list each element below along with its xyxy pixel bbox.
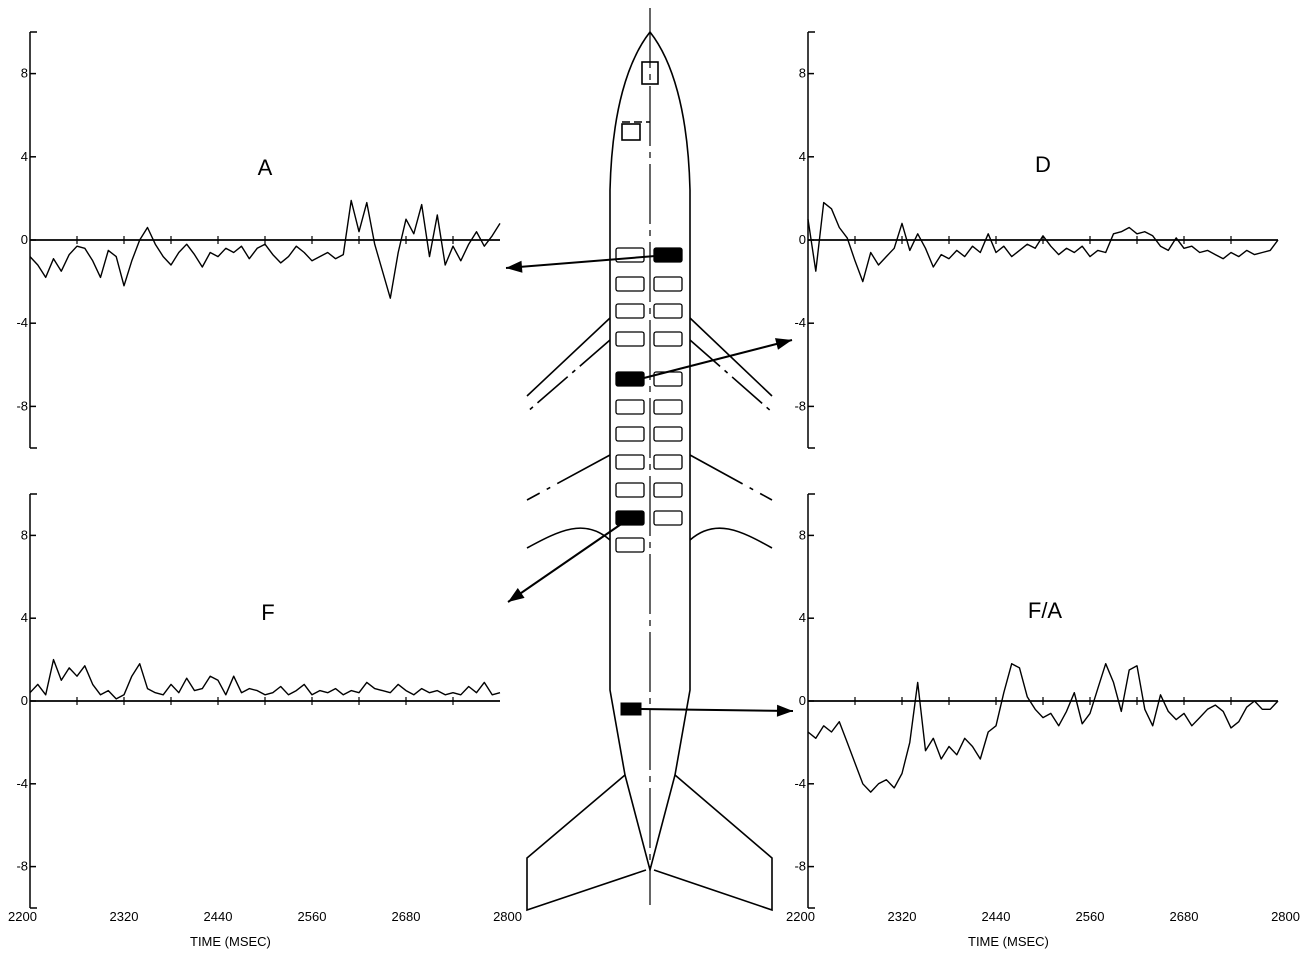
left-stabilizer xyxy=(526,774,647,912)
seat xyxy=(653,331,683,347)
x-tick-label-f: 2440 xyxy=(204,909,233,924)
x-axis-title-f: TIME (MSEC) xyxy=(190,934,271,949)
x-tick-label-f-over-a: 2560 xyxy=(1076,909,1105,924)
seat xyxy=(615,303,645,319)
x-axis-title-f-over-a: TIME (MSEC) xyxy=(968,934,1049,949)
left-wing-line-1 xyxy=(526,317,611,397)
arrow-head xyxy=(508,587,525,602)
y-tick-label-f-over-a: -4 xyxy=(794,776,806,791)
y-tick-label-f: 8 xyxy=(21,527,28,542)
seat xyxy=(653,482,683,498)
right-wing-line-3 xyxy=(689,454,773,501)
x-tick-label-f: 2680 xyxy=(392,909,421,924)
right-stabilizer xyxy=(653,774,773,912)
panel-f-over-a: 8 4 0 -4 -8 F/A 2200 2320 2440 2560 2680 2800 TIME (… xyxy=(786,493,1300,949)
left-nacelle xyxy=(526,527,611,549)
trace-line-f-over-a xyxy=(807,663,1279,793)
y-tick-label-a: -8 xyxy=(16,398,28,413)
x-tick-label-f-over-a: 2440 xyxy=(982,909,1011,924)
panel-d: 8 4 0 -4 -8 D xyxy=(794,31,1279,449)
seat xyxy=(615,454,645,470)
aircraft-schematic xyxy=(526,8,773,912)
panel-a: 8 4 0 -4 -8 A xyxy=(16,31,501,449)
galley-seat xyxy=(621,123,641,141)
sensor-arrow xyxy=(639,339,793,380)
x-tick-label-f: 2320 xyxy=(110,909,139,924)
panel-f: 8 4 0 -4 -8 F 2200 2320 2440 2560 2680 2800 TIME (MS… xyxy=(8,493,522,949)
x-tick-label-f: 2200 xyxy=(8,909,37,924)
left-wing-line-2 xyxy=(526,339,611,413)
panel-title-f: F xyxy=(261,600,274,625)
seat xyxy=(615,276,645,292)
seat xyxy=(653,276,683,292)
x-tick-label-f-over-a: 2200 xyxy=(786,909,815,924)
seat xyxy=(615,537,645,553)
cockpit-seat xyxy=(641,61,659,85)
seat xyxy=(653,399,683,415)
seat xyxy=(653,510,683,526)
panel-title-f-over-a: F/A xyxy=(1028,598,1063,623)
y-tick-label-f: 4 xyxy=(21,610,28,625)
seat xyxy=(615,399,645,415)
seat xyxy=(615,247,645,263)
x-tick-label-f-over-a: 2320 xyxy=(888,909,917,924)
y-tick-label-f-over-a: 0 xyxy=(799,693,806,708)
arrow-head xyxy=(506,260,523,273)
y-tick-label-f: 0 xyxy=(21,693,28,708)
sensor-seat xyxy=(620,702,642,716)
y-tick-label-a: -4 xyxy=(16,315,28,330)
y-tick-label-d: -4 xyxy=(794,315,806,330)
sensor-arrow xyxy=(640,708,794,712)
seat-map xyxy=(615,247,683,716)
trace-line-f xyxy=(29,658,501,700)
y-tick-label-a: 8 xyxy=(21,66,28,81)
x-tick-label-f-over-a: 2680 xyxy=(1170,909,1199,924)
panel-title-a: A xyxy=(258,155,273,180)
left-wing-line-3 xyxy=(526,454,611,501)
y-tick-label-a: 4 xyxy=(21,149,28,164)
arrow-head xyxy=(775,338,792,350)
sensor-arrows xyxy=(505,254,794,717)
seat xyxy=(653,426,683,442)
x-tick-label-f: 2800 xyxy=(493,909,522,924)
y-tick-label-f-over-a: 8 xyxy=(799,527,806,542)
y-tick-label-d: 4 xyxy=(799,149,806,164)
panel-title-d: D xyxy=(1035,152,1051,177)
y-tick-label-d: 8 xyxy=(799,66,806,81)
trace-line-a xyxy=(29,199,501,299)
y-tick-label-f-over-a: -8 xyxy=(794,859,806,874)
seat xyxy=(615,331,645,347)
y-tick-label-a: 0 xyxy=(21,232,28,247)
x-tick-label-f-over-a: 2800 xyxy=(1271,909,1300,924)
seat xyxy=(615,426,645,442)
seat xyxy=(653,454,683,470)
y-tick-label-f-over-a: 4 xyxy=(799,610,806,625)
right-wing-line-1 xyxy=(689,317,773,397)
y-tick-label-f: -8 xyxy=(16,859,28,874)
sensor-seat xyxy=(615,371,645,387)
arrow-head xyxy=(776,704,793,717)
x-tick-label-f: 2560 xyxy=(298,909,327,924)
y-tick-label-f: -4 xyxy=(16,776,28,791)
y-tick-label-d: 0 xyxy=(799,232,806,247)
trace-line-d xyxy=(807,201,1279,283)
right-wing-line-2 xyxy=(689,339,773,413)
seat xyxy=(615,482,645,498)
y-tick-label-d: -8 xyxy=(794,398,806,413)
right-nacelle xyxy=(689,527,773,549)
seat xyxy=(653,303,683,319)
sensor-arrow xyxy=(507,517,631,603)
sensor-arrow xyxy=(505,254,669,269)
